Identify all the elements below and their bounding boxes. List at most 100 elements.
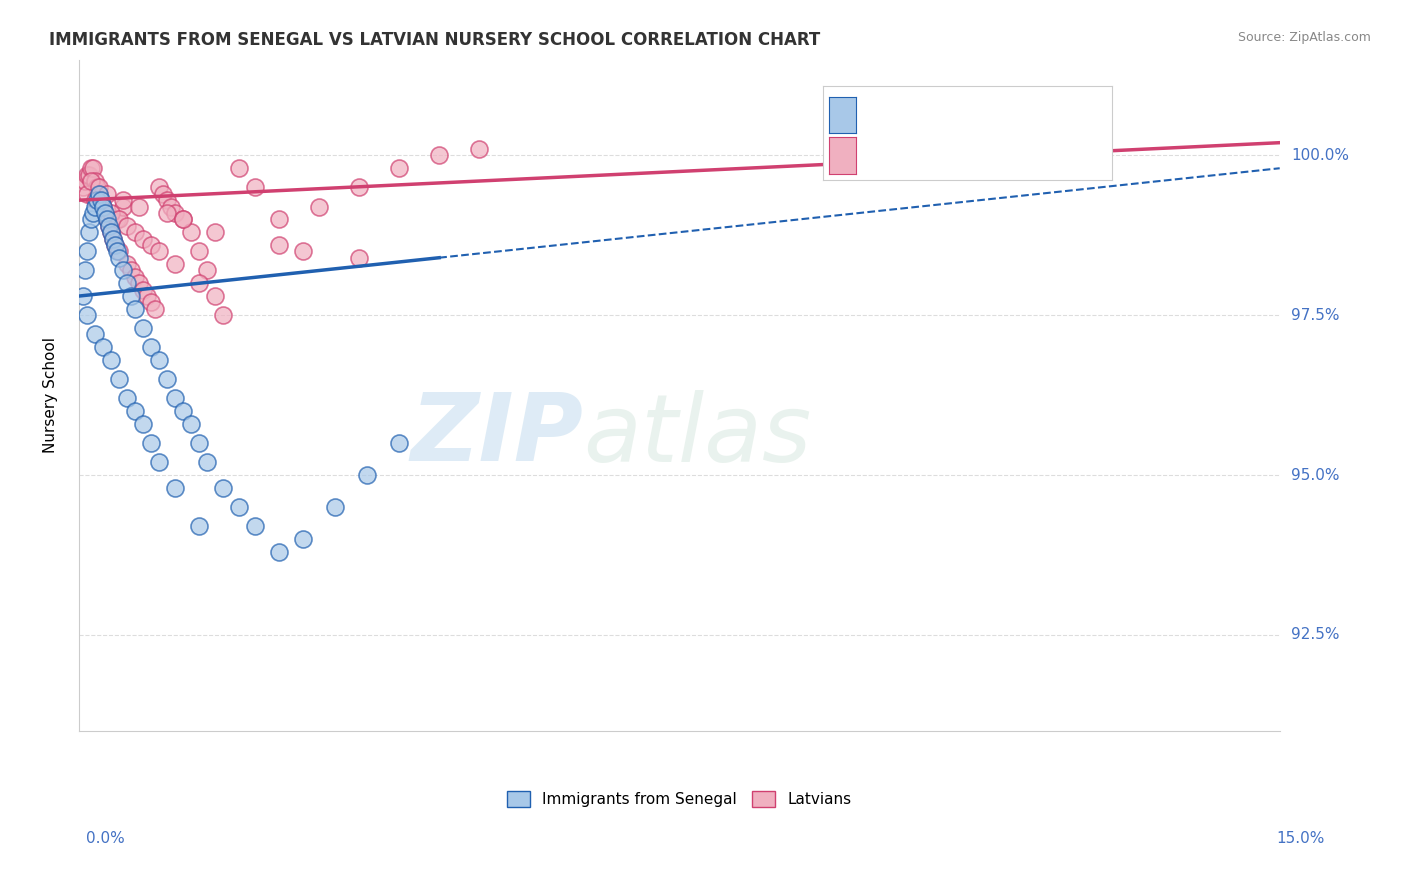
Point xyxy=(148,353,170,368)
Point xyxy=(172,404,194,418)
Point xyxy=(108,251,131,265)
Point xyxy=(80,161,103,176)
Point xyxy=(172,212,194,227)
Text: IMMIGRANTS FROM SENEGAL VS LATVIAN NURSERY SCHOOL CORRELATION CHART: IMMIGRANTS FROM SENEGAL VS LATVIAN NURSE… xyxy=(49,31,821,49)
Text: 0.0%: 0.0% xyxy=(86,831,125,846)
Point xyxy=(124,301,146,316)
Point xyxy=(111,200,134,214)
Point xyxy=(128,200,150,214)
Point xyxy=(243,180,266,194)
Point xyxy=(180,225,202,239)
Y-axis label: Nursery School: Nursery School xyxy=(44,337,58,453)
Point xyxy=(82,161,104,176)
Point xyxy=(427,148,450,162)
Point xyxy=(87,180,110,194)
Text: 97.5%: 97.5% xyxy=(1291,308,1340,323)
Text: 92.5%: 92.5% xyxy=(1291,627,1340,642)
Point xyxy=(267,212,290,227)
Point xyxy=(139,436,162,450)
Point xyxy=(86,180,108,194)
Point xyxy=(347,251,370,265)
Point xyxy=(84,193,107,207)
Point xyxy=(388,436,411,450)
Text: N = 70: N = 70 xyxy=(986,149,1039,164)
Point xyxy=(96,212,118,227)
Point xyxy=(160,200,183,214)
Point xyxy=(105,244,128,259)
Point xyxy=(91,200,114,214)
Point xyxy=(148,244,170,259)
Point xyxy=(80,212,103,227)
Point xyxy=(96,186,118,201)
Point xyxy=(132,283,155,297)
Point xyxy=(188,277,211,291)
Point xyxy=(356,468,378,483)
Point xyxy=(98,219,121,233)
Legend: Immigrants from Senegal, Latvians: Immigrants from Senegal, Latvians xyxy=(501,785,858,814)
Point xyxy=(292,244,315,259)
Point xyxy=(204,225,226,239)
Point xyxy=(104,238,127,252)
Point xyxy=(115,219,138,233)
Point xyxy=(188,244,211,259)
Point xyxy=(104,238,127,252)
Point xyxy=(468,142,491,156)
Point xyxy=(87,186,110,201)
Point xyxy=(76,244,98,259)
Point xyxy=(72,289,94,303)
Text: Source: ZipAtlas.com: Source: ZipAtlas.com xyxy=(1237,31,1371,45)
Point xyxy=(212,308,235,322)
Point xyxy=(172,212,194,227)
Point xyxy=(204,289,226,303)
Point xyxy=(87,186,110,201)
Point xyxy=(115,257,138,271)
Point xyxy=(156,206,179,220)
Point xyxy=(75,263,97,277)
Point xyxy=(80,174,103,188)
Text: 100.0%: 100.0% xyxy=(1291,148,1348,163)
Point xyxy=(76,308,98,322)
Point xyxy=(195,455,218,469)
Point xyxy=(77,168,100,182)
Point xyxy=(212,481,235,495)
Point xyxy=(347,180,370,194)
Point xyxy=(124,269,146,284)
Point xyxy=(188,436,211,450)
Point xyxy=(124,404,146,418)
Point xyxy=(100,225,122,239)
Point xyxy=(323,500,346,514)
Point xyxy=(132,231,155,245)
Point xyxy=(100,206,122,220)
Point xyxy=(163,481,186,495)
Point xyxy=(98,219,121,233)
Point xyxy=(148,455,170,469)
Point xyxy=(128,277,150,291)
Point xyxy=(93,206,115,220)
Point xyxy=(132,321,155,335)
Point xyxy=(180,417,202,431)
Text: 15.0%: 15.0% xyxy=(1277,831,1324,846)
Point xyxy=(120,289,142,303)
Point xyxy=(228,161,250,176)
Point xyxy=(267,544,290,558)
Point xyxy=(84,327,107,342)
Point xyxy=(120,263,142,277)
Point xyxy=(148,180,170,194)
Point xyxy=(90,193,112,207)
Point xyxy=(111,193,134,207)
Point xyxy=(139,340,162,354)
Point xyxy=(91,200,114,214)
Point xyxy=(91,200,114,214)
Point xyxy=(156,193,179,207)
Point xyxy=(86,193,108,207)
Point xyxy=(124,225,146,239)
Point xyxy=(100,353,122,368)
Point xyxy=(136,289,159,303)
Point xyxy=(75,174,97,188)
Point xyxy=(105,212,128,227)
Point xyxy=(243,519,266,533)
Point xyxy=(163,392,186,406)
Point xyxy=(76,186,98,201)
Point xyxy=(308,200,330,214)
Point xyxy=(152,186,174,201)
